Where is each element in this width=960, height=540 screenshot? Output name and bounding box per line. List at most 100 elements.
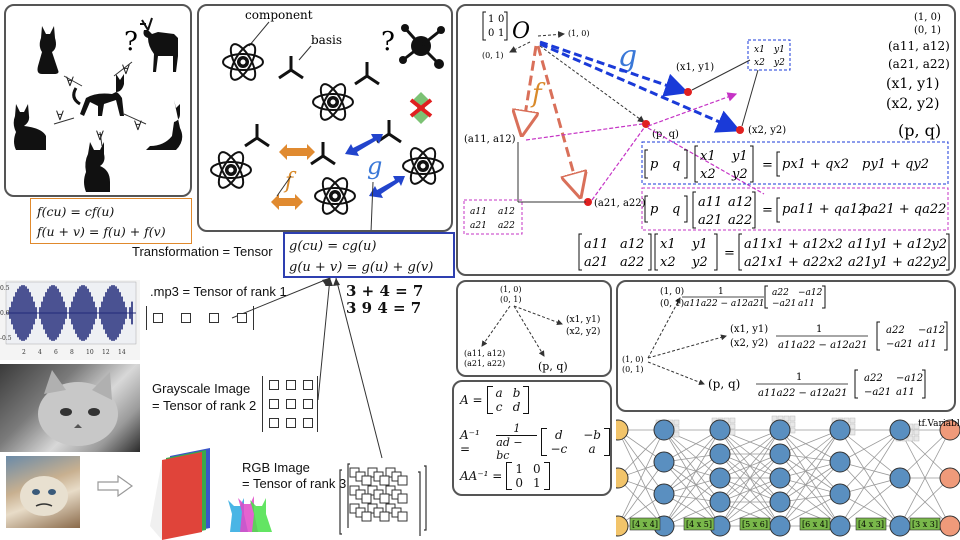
network-node [709, 443, 731, 465]
tensor-cell [397, 511, 408, 522]
inverse-graph-panel: (1, 0) (0, 1) (1, 0) (0, 1) 1 a11a22 − a… [616, 280, 956, 412]
inv-top-lhs: (1, 0) [660, 286, 684, 297]
layer-shape-label: [6 x 4] [802, 520, 828, 529]
product-right-cell: x1 [660, 237, 676, 252]
inv-top-cell: a22 [772, 288, 789, 298]
tensor-cell [209, 313, 219, 323]
inv-bot-num: 1 [796, 372, 802, 383]
inv-num: 1 [513, 422, 521, 435]
a-matrix-cell: a11 [470, 207, 487, 217]
row1-cell: p [650, 157, 659, 172]
a-times-inverse: AA⁻¹ = 1 0 0 1 [460, 462, 550, 490]
inv-bot-cell: −a12 [896, 373, 923, 384]
neural-network: [4 x 4] [4 x 5] [5 x 6] [6 x 4] [4 x 3] [3 x … [616, 414, 960, 540]
question-mark: ? [124, 27, 138, 57]
inv-mid-cell: −a21 [886, 339, 913, 350]
transformation-label: Transformation = Tensor [132, 244, 273, 259]
grayscale-label: Grayscale Image = Tensor of rank 2 [152, 380, 256, 414]
layer-shape-badge [629, 517, 661, 531]
rgb-cats-icon [228, 496, 272, 532]
layer-shape-badge [855, 517, 887, 531]
point-x1y1-label: (x1, y1) [676, 62, 714, 73]
a-cell: d [512, 400, 521, 414]
forall-symbol: ∀ [66, 75, 74, 90]
wave-xtick: 10 [86, 349, 94, 356]
red-cross-icon [409, 92, 433, 124]
right-list-item: (a21, a22) [888, 57, 950, 71]
point-a21a22-label: (a21, a22) [594, 198, 646, 209]
grayscale-label-1: Grayscale Image [152, 381, 251, 396]
layer-shape-label: [3 x 3] [912, 520, 938, 529]
prod-cell: 0 [533, 462, 541, 476]
a-lhs: A = [460, 393, 483, 407]
inv-mid-num: 1 [816, 324, 822, 335]
product-right-cell: y1 [691, 237, 708, 252]
row1-matrix-cell: x2 [700, 167, 716, 182]
tensor-cell [181, 313, 191, 323]
network-node [769, 467, 791, 489]
x-matrix-cell: y2 [773, 58, 785, 68]
product-left-cell: a22 [620, 255, 644, 270]
point-01-label: (0, 1) [482, 51, 504, 60]
inv-cell: a [588, 442, 596, 456]
cat-icon [13, 104, 46, 150]
x-matrix-cell: x2 [754, 58, 765, 68]
deer-icon [140, 17, 178, 72]
prod-lhs: AA⁻¹ = [460, 469, 503, 483]
product-left-cell: a11 [584, 237, 608, 252]
layer-shape-badge [799, 517, 831, 531]
small-graph-bottom: (p, q) [538, 360, 568, 373]
svg-text:=: = [724, 246, 735, 261]
f-equations-box: f(cu) = cf(u) f(u + v) = f(u) + f(v) [30, 198, 192, 244]
grumpy-cat-photo [6, 456, 80, 528]
network-node [769, 419, 791, 441]
row2-result-cell: pa11 + qa12 [782, 202, 866, 217]
addition-line1: 3 + 4 = 7 [346, 282, 424, 300]
row2-matrix-cell: a11 [698, 195, 722, 210]
inv-graph-node: (0, 1) [622, 365, 644, 374]
cat-icon [84, 142, 110, 192]
waveform-image: 0.5 0.0 -0.5 2 4 6 8 10 12 14 [0, 280, 140, 360]
inv-cell: −c [550, 442, 568, 456]
wave-ytick: 0.0 [0, 310, 10, 317]
a-matrix-cell: a21 [470, 221, 487, 231]
product-result-cell: a21y1 + a22y2 [848, 255, 947, 270]
small-graph-top: (0, 1) [500, 295, 522, 304]
right-list-item: (a11, a12) [888, 39, 950, 53]
small-graph-right: (x2, y2) [566, 326, 600, 337]
tensor-cell [303, 380, 313, 390]
inv-top-den: a11a22 − a12a21 [684, 299, 765, 309]
inv-bot-den: a11a22 − a12a21 [758, 388, 847, 399]
rank2-matrix [262, 376, 318, 432]
rank1-vector [146, 306, 254, 330]
forall-symbol: ∀ [134, 119, 142, 134]
row2-matrix-cell: a12 [728, 195, 752, 210]
tensor-cell [361, 511, 372, 522]
a-matrix-cell: a22 [498, 221, 515, 231]
tensor-cell [286, 399, 296, 409]
molecule-icon [399, 24, 445, 69]
mp3-label: .mp3 = Tensor of rank 1 [150, 284, 287, 299]
network-node [769, 443, 791, 465]
layer-shape-label: [5 x 6] [742, 520, 768, 529]
layer-shape-label: [4 x 3] [858, 520, 884, 529]
g-eq-line1: g(cu) = cg(u) [289, 239, 377, 254]
forall-symbol: ∀ [96, 129, 104, 144]
addition-line2: 3 9 4 = 7 [346, 299, 422, 317]
cat-icon [146, 100, 183, 150]
basis-label: basis [311, 33, 342, 47]
forall-symbol: ∀ [122, 63, 130, 78]
a-definition: A = a b c d [460, 386, 530, 414]
right-list-item: (p, q) [898, 121, 941, 140]
inv-top-cell: −a12 [798, 288, 823, 298]
identity-cell: 1 [498, 28, 504, 39]
inv-bot-cell: a11 [896, 387, 915, 398]
cat-icon [72, 74, 124, 116]
network-node [616, 515, 629, 537]
f-map-label: f [530, 79, 546, 109]
forall-symbol: ∀ [56, 109, 64, 124]
network-node [616, 467, 629, 489]
arrow-right-icon [97, 474, 134, 498]
point-10-label: (1, 0) [568, 29, 590, 38]
row2-cell: p [650, 202, 659, 217]
